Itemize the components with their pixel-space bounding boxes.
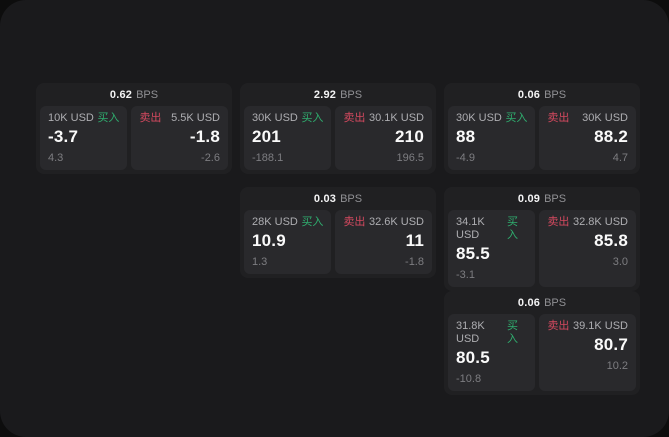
sell-price: -1.8 bbox=[189, 127, 220, 146]
buy-price: 88 bbox=[456, 127, 476, 146]
buy-size-label: 30K USD bbox=[252, 112, 298, 124]
bps-spread-header: 0.62 BPS bbox=[40, 83, 228, 106]
buy-panel[interactable]: 31.8K USD 买入 80.5 -10.8 bbox=[448, 314, 536, 391]
sell-panel[interactable]: 卖出 5.5K USD -1.8 -2.6 bbox=[131, 106, 228, 170]
buy-panel[interactable]: 30K USD 买入 201 -188.1 bbox=[244, 106, 332, 170]
sell-price: 11 bbox=[405, 231, 424, 250]
buy-size-label: 28K USD bbox=[252, 216, 298, 228]
buy-panel[interactable]: 28K USD 买入 10.9 1.3 bbox=[244, 210, 332, 274]
bps-unit-label: BPS bbox=[136, 88, 159, 101]
bps-spread-header: 0.06 BPS bbox=[448, 291, 636, 314]
bps-unit-label: BPS bbox=[340, 88, 363, 101]
sell-panel[interactable]: 卖出 30.1K USD 210 196.5 bbox=[335, 106, 432, 170]
sell-side-label: 卖出 bbox=[343, 216, 366, 228]
sell-side-label: 卖出 bbox=[547, 320, 570, 332]
sell-side-label: 卖出 bbox=[343, 112, 366, 124]
sell-delta: -2.6 bbox=[201, 152, 220, 164]
quote-card: 0.06 BPS 31.8K USD 买入 80.5 -10.8 卖出 39.1… bbox=[444, 291, 640, 395]
buy-size-label: 30K USD bbox=[456, 112, 502, 124]
buy-delta: 4.3 bbox=[48, 152, 64, 164]
sell-panel[interactable]: 卖出 32.8K USD 85.8 3.0 bbox=[539, 210, 636, 287]
bps-value: 0.06 bbox=[517, 296, 541, 309]
buy-price: 201 bbox=[252, 127, 281, 146]
sell-panel[interactable]: 卖出 39.1K USD 80.7 10.2 bbox=[539, 314, 636, 391]
bps-spread-header: 0.06 BPS bbox=[448, 83, 636, 106]
buy-delta: 1.3 bbox=[252, 256, 268, 268]
quote-card: 0.62 BPS 10K USD 买入 -3.7 4.3 卖出 5.5K USD… bbox=[36, 83, 232, 174]
sell-price: 88.2 bbox=[594, 127, 628, 146]
buy-panel[interactable]: 30K USD 买入 88 -4.9 bbox=[448, 106, 536, 170]
sell-delta: 4.7 bbox=[612, 152, 628, 164]
bps-spread-header: 2.92 BPS bbox=[244, 83, 432, 106]
buy-side-label: 买入 bbox=[505, 112, 528, 124]
sell-price: 80.7 bbox=[594, 335, 628, 354]
bps-value: 0.03 bbox=[313, 192, 337, 205]
bps-unit-label: BPS bbox=[544, 192, 567, 205]
bps-value: 0.62 bbox=[109, 88, 133, 101]
bps-spread-header: 0.09 BPS bbox=[448, 187, 636, 210]
buy-size-label: 31.8K USD bbox=[456, 320, 485, 345]
buy-delta: -10.8 bbox=[456, 373, 482, 385]
quote-card: 0.06 BPS 30K USD 买入 88 -4.9 卖出 30K USD 8… bbox=[444, 83, 640, 174]
buy-size-label: 10K USD bbox=[48, 112, 94, 124]
quote-card: 2.92 BPS 30K USD 买入 201 -188.1 卖出 30.1K … bbox=[240, 83, 436, 174]
buy-panel[interactable]: 10K USD 买入 -3.7 4.3 bbox=[40, 106, 128, 170]
buy-side-label: 买入 bbox=[97, 112, 120, 124]
buy-price: 85.5 bbox=[456, 244, 490, 263]
buy-panel[interactable]: 34.1K USD 买入 85.5 -3.1 bbox=[448, 210, 536, 287]
sell-delta: 3.0 bbox=[612, 256, 628, 268]
bps-value: 0.06 bbox=[517, 88, 541, 101]
sell-price: 210 bbox=[395, 127, 424, 146]
bps-unit-label: BPS bbox=[544, 88, 567, 101]
bps-spread-header: 0.03 BPS bbox=[244, 187, 432, 210]
sell-size-label: 39.1K USD bbox=[572, 320, 628, 332]
sell-side-label: 卖出 bbox=[139, 112, 162, 124]
sell-size-label: 30.1K USD bbox=[368, 112, 424, 124]
quote-card: 0.09 BPS 34.1K USD 买入 85.5 -3.1 卖出 32.8K… bbox=[444, 187, 640, 291]
sell-delta: 10.2 bbox=[606, 360, 628, 372]
sell-delta: -1.8 bbox=[405, 256, 424, 268]
buy-delta: -188.1 bbox=[252, 152, 284, 164]
sell-size-label: 32.8K USD bbox=[572, 216, 628, 228]
buy-price: 10.9 bbox=[252, 231, 286, 250]
sell-size-label: 32.6K USD bbox=[368, 216, 424, 228]
buy-side-label: 买入 bbox=[301, 216, 324, 228]
buy-delta: -3.1 bbox=[456, 269, 475, 281]
buy-price: 80.5 bbox=[456, 348, 490, 367]
buy-side-label: 买入 bbox=[507, 320, 519, 345]
bps-unit-label: BPS bbox=[544, 296, 567, 309]
buy-price: -3.7 bbox=[48, 127, 79, 146]
buy-side-label: 买入 bbox=[301, 112, 324, 124]
sell-delta: 196.5 bbox=[396, 152, 424, 164]
sell-side-label: 卖出 bbox=[547, 112, 570, 124]
sell-size-label: 30K USD bbox=[582, 112, 628, 124]
sell-size-label: 5.5K USD bbox=[171, 112, 220, 124]
sell-panel[interactable]: 卖出 30K USD 88.2 4.7 bbox=[539, 106, 636, 170]
buy-delta: -4.9 bbox=[456, 152, 475, 164]
bps-value: 2.92 bbox=[313, 88, 337, 101]
buy-side-label: 买入 bbox=[507, 216, 519, 241]
sell-panel[interactable]: 卖出 32.6K USD 11 -1.8 bbox=[335, 210, 432, 274]
quote-card: 0.03 BPS 28K USD 买入 10.9 1.3 卖出 32.6K US… bbox=[240, 187, 436, 278]
buy-size-label: 34.1K USD bbox=[456, 216, 485, 241]
sell-price: 85.8 bbox=[594, 231, 628, 250]
bps-value: 0.09 bbox=[517, 192, 541, 205]
sell-side-label: 卖出 bbox=[547, 216, 570, 228]
bps-unit-label: BPS bbox=[340, 192, 363, 205]
